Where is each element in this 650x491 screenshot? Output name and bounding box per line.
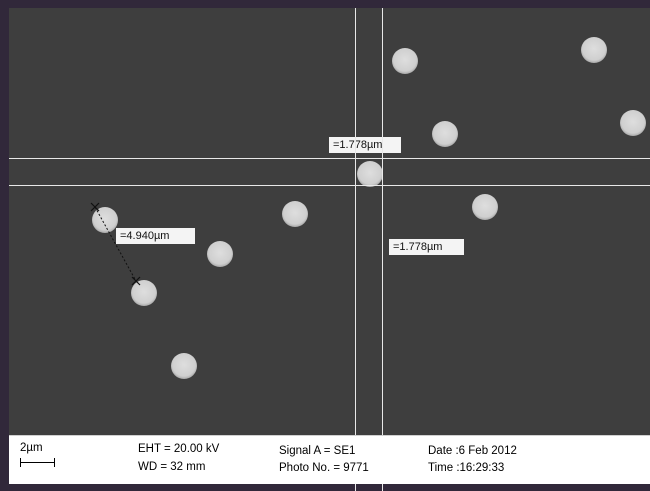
particle <box>282 201 308 227</box>
particle <box>472 194 498 220</box>
particle <box>131 280 157 306</box>
particle <box>432 121 458 147</box>
scale-bar-label: 2µm <box>20 442 43 454</box>
horizontal-distance-label: =1.778µm <box>329 137 401 153</box>
particle-field <box>90 37 646 379</box>
particle <box>581 37 607 63</box>
measure-cursor-vertical-left[interactable] <box>355 8 356 491</box>
particle <box>207 241 233 267</box>
particle <box>620 110 646 136</box>
particle <box>92 207 118 233</box>
signal-readout: Signal A = SE1 <box>279 445 356 457</box>
particle <box>171 353 197 379</box>
scale-bar <box>20 458 55 467</box>
measure-end-marker[interactable] <box>131 276 141 286</box>
vertical-distance-label: =1.778µm <box>389 239 464 255</box>
sem-image: =1.778µm =1.778µm =4.940µm <box>9 8 650 435</box>
measure-cursor-horizontal-top[interactable] <box>9 158 650 159</box>
photo-number-readout: Photo No. = 9771 <box>279 462 369 474</box>
measure-cursor-horizontal-bottom[interactable] <box>9 185 650 186</box>
particle <box>392 48 418 74</box>
measure-cursor-vertical-right[interactable] <box>382 8 383 491</box>
particle <box>357 161 383 187</box>
measure-start-marker[interactable] <box>90 202 100 212</box>
particle-distance-label: =4.940µm <box>116 228 195 244</box>
wd-readout: WD = 32 mm <box>138 461 206 473</box>
eht-readout: EHT = 20.00 kV <box>138 443 220 455</box>
date-readout: Date :6 Feb 2012 <box>428 445 517 457</box>
info-databar: 2µm EHT = 20.00 kV WD = 32 mm Signal A =… <box>9 435 650 484</box>
time-readout: Time :16:29:33 <box>428 462 505 474</box>
